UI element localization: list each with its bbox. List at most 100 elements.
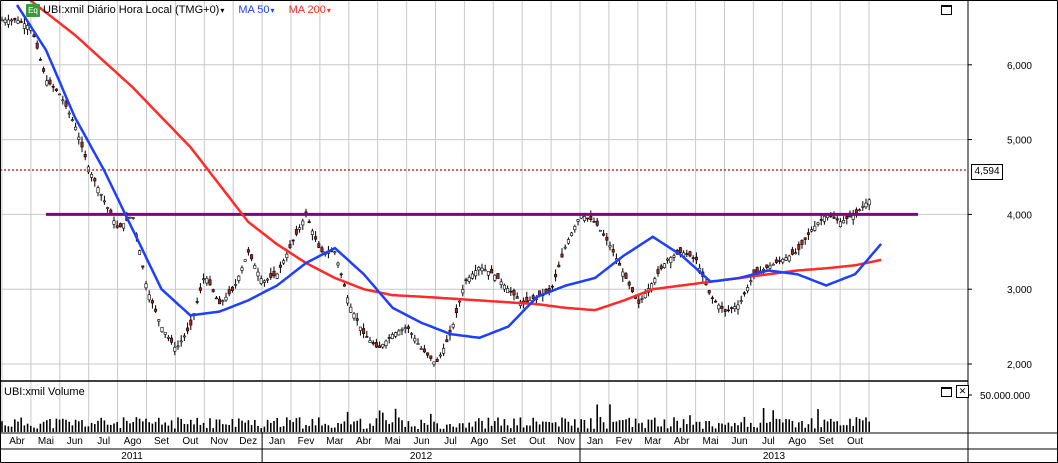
candle-body bbox=[163, 332, 167, 335]
month-label: Mai bbox=[703, 436, 719, 447]
candle-body bbox=[93, 178, 97, 182]
candle-body bbox=[582, 216, 586, 221]
ma50-legend[interactable]: MA 50 bbox=[238, 4, 270, 16]
candle-body bbox=[179, 340, 183, 343]
candle-body bbox=[794, 252, 798, 254]
candle-body bbox=[730, 307, 734, 309]
candle-body bbox=[131, 217, 135, 219]
month-label: Mai bbox=[38, 436, 54, 447]
price-tick-label: 2,000 bbox=[1007, 360, 1032, 371]
month-label: Abr bbox=[674, 436, 690, 447]
candle-body bbox=[643, 293, 647, 299]
candle-body bbox=[371, 342, 375, 345]
month-label: Nov bbox=[557, 436, 575, 447]
candle-body bbox=[406, 326, 410, 329]
candle-body bbox=[64, 101, 68, 107]
candle-body bbox=[474, 270, 478, 277]
candle-body bbox=[230, 286, 234, 291]
candle-body bbox=[720, 305, 724, 309]
candle-body bbox=[515, 296, 519, 299]
candle-body bbox=[320, 247, 324, 253]
candle-body bbox=[432, 361, 436, 365]
candle-body bbox=[272, 270, 276, 277]
month-label: Abr bbox=[356, 436, 372, 447]
candle-body bbox=[42, 68, 46, 72]
candle-body bbox=[864, 202, 868, 208]
symbol-title[interactable]: UBI:xmil Diário Hora Local (TMG+0) bbox=[43, 4, 220, 16]
candle-body bbox=[45, 80, 49, 86]
candle-body bbox=[58, 93, 62, 96]
candle-body bbox=[662, 263, 666, 268]
month-label: Nov bbox=[210, 436, 228, 447]
candle-body bbox=[768, 265, 772, 269]
month-label: Fev bbox=[616, 436, 633, 447]
candle-body bbox=[669, 257, 673, 263]
candle-body bbox=[490, 268, 494, 274]
ma200-legend[interactable]: MA 200 bbox=[288, 4, 326, 16]
candle-body bbox=[147, 294, 151, 301]
candle-body bbox=[138, 250, 142, 255]
maximize-price-panel-icon[interactable] bbox=[941, 5, 952, 15]
candle-body bbox=[160, 327, 164, 333]
candle-body bbox=[227, 289, 231, 295]
ma200-menu-caret-icon[interactable]: ▾ bbox=[326, 5, 331, 15]
candle-body bbox=[765, 264, 769, 268]
candle-body bbox=[717, 304, 721, 310]
eq-badge[interactable]: Eq bbox=[26, 3, 40, 17]
candle-body bbox=[221, 300, 225, 302]
candle-body bbox=[426, 352, 430, 356]
candle-body bbox=[298, 227, 302, 230]
candle-body bbox=[250, 254, 254, 260]
candle-body bbox=[554, 274, 558, 278]
candle-body bbox=[266, 278, 270, 281]
candle-body bbox=[525, 296, 529, 303]
candle-body bbox=[346, 297, 350, 304]
candle-body bbox=[800, 239, 804, 245]
candle-body bbox=[774, 259, 778, 263]
candle-body bbox=[90, 174, 94, 178]
price-tick-label: 5,000 bbox=[1007, 136, 1032, 147]
year-label: 2013 bbox=[763, 451, 786, 462]
candle-body bbox=[618, 262, 622, 266]
candle-body bbox=[214, 297, 218, 300]
candle-body bbox=[726, 309, 730, 312]
candle-body bbox=[835, 218, 839, 221]
candle-body bbox=[819, 219, 823, 221]
candle-body bbox=[838, 221, 842, 227]
candle-body bbox=[512, 290, 516, 296]
candle-body bbox=[198, 287, 202, 291]
close-volume-panel-icon[interactable]: ✕ bbox=[956, 385, 969, 398]
candle-body bbox=[96, 187, 100, 194]
candle-body bbox=[154, 308, 158, 312]
maximize-volume-panel-icon[interactable] bbox=[941, 387, 952, 397]
candle-body bbox=[211, 289, 215, 292]
candle-body bbox=[694, 256, 698, 261]
candle-body bbox=[362, 328, 366, 334]
candle-body bbox=[467, 277, 471, 282]
candle-body bbox=[714, 300, 718, 303]
candle-body bbox=[106, 207, 110, 209]
candle-body bbox=[355, 318, 359, 321]
candle-body bbox=[653, 278, 657, 283]
candle-body bbox=[666, 258, 670, 261]
candle-body bbox=[438, 354, 442, 357]
candle-body bbox=[301, 220, 305, 226]
candle-body bbox=[259, 278, 263, 284]
candle-body bbox=[672, 255, 676, 258]
candle-body bbox=[656, 269, 660, 274]
ma50-menu-caret-icon[interactable]: ▾ bbox=[270, 5, 275, 15]
symbol-menu-caret-icon[interactable]: ▾ bbox=[220, 5, 225, 15]
month-label: Mai bbox=[385, 436, 401, 447]
candle-body bbox=[557, 264, 561, 268]
candle-body bbox=[112, 220, 116, 225]
candle-body bbox=[822, 215, 826, 222]
candle-body bbox=[486, 271, 490, 276]
candle-body bbox=[128, 216, 132, 219]
candle-body bbox=[224, 296, 228, 301]
candle-body bbox=[723, 309, 727, 312]
candle-body bbox=[464, 279, 468, 281]
candle-body bbox=[416, 343, 420, 345]
candle-body bbox=[454, 308, 458, 314]
candle-body bbox=[858, 209, 862, 212]
candle-body bbox=[38, 59, 42, 61]
